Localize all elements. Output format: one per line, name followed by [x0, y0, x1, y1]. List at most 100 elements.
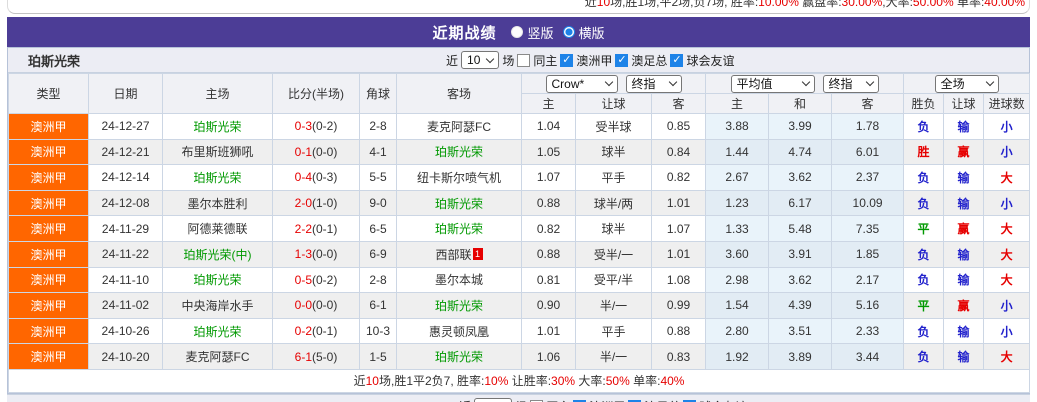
home-team-cell[interactable]: 珀斯光荣(中): [162, 240, 273, 268]
near-label: 近: [459, 398, 471, 402]
avg-draw-cell: 3.91: [768, 240, 833, 268]
summary-stat-segment: 10: [365, 374, 379, 389]
away-team-cell[interactable]: 珀斯光荣: [396, 138, 522, 166]
odds-home-cell: 0.82: [521, 215, 576, 242]
date-cell: 24-11-22: [88, 240, 163, 268]
same-home-checkbox[interactable]: [530, 400, 544, 402]
matches-count-select[interactable]: 10: [474, 397, 513, 402]
avg-away-cell: 10.09: [831, 189, 905, 217]
halftime-score: (0-0): [312, 144, 338, 159]
avg-draw-cell: 3.99: [768, 113, 833, 140]
home-team-cell[interactable]: 珀斯光荣: [162, 266, 273, 294]
away-team-cell[interactable]: 珀斯光荣: [396, 189, 522, 217]
vertical-radio-icon[interactable]: [511, 26, 524, 38]
home-team-cell[interactable]: 珀斯光荣: [162, 113, 273, 140]
home-team-cell[interactable]: 珀斯光荣: [162, 317, 273, 345]
odds-company-select[interactable]: Crow*: [545, 74, 618, 93]
col-header-corner: 角球: [359, 73, 397, 114]
league-type-cell: 澳洲甲: [8, 189, 89, 217]
avg-odds-header-cell: 平均值 终指: [705, 73, 905, 94]
layout-vertical-option[interactable]: 竖版: [511, 23, 554, 42]
fulltime-score: 2-2: [294, 221, 312, 236]
score-cell: 0-3(0-2): [272, 113, 360, 140]
league-label-1: 澳足总: [631, 53, 668, 68]
goals-result-cell: 小: [983, 317, 1031, 345]
away-team-cell[interactable]: 珀斯光荣: [396, 215, 522, 242]
odds-final-select-2[interactable]: 终指: [822, 74, 879, 93]
date-cell: 24-12-14: [88, 164, 163, 191]
away-team-cell[interactable]: 惠灵顿凤凰: [396, 317, 522, 345]
odds-away-cell: 0.83: [650, 343, 707, 370]
league-label-2: 球会友谊: [686, 53, 735, 68]
league-checkbox-2[interactable]: ✓: [683, 400, 697, 402]
result-cell: 胜: [903, 138, 945, 166]
odds-home-cell: 0.88: [521, 189, 576, 217]
league-checkbox-2[interactable]: ✓: [670, 53, 684, 67]
away-team-cell[interactable]: 西部联 1: [396, 240, 522, 268]
home-team-cell[interactable]: 中央海岸水手: [162, 292, 273, 319]
goals-result-cell: 小: [983, 113, 1031, 140]
corner-cell: 6-9: [359, 240, 397, 268]
handicap-line-cell: 平手: [575, 317, 652, 345]
top-stat-segment: 近: [584, 0, 597, 9]
home-team-cell[interactable]: 墨尔本胜利: [162, 189, 273, 217]
away-team-cell[interactable]: 珀斯光荣: [396, 343, 522, 370]
odds-final-select-1[interactable]: 终指: [625, 74, 682, 93]
corner-cell: 2-8: [359, 266, 397, 294]
league-checkbox-0[interactable]: ✓: [573, 400, 587, 402]
summary-stat-segment: 10%: [484, 374, 509, 389]
score-cell: 2-0(1-0): [272, 189, 360, 217]
same-home-checkbox[interactable]: [517, 53, 531, 67]
home-team-cell[interactable]: 珀斯光荣: [162, 164, 273, 191]
handicap-result-cell: 赢: [943, 138, 985, 166]
horizontal-radio-icon[interactable]: [562, 26, 575, 38]
team-results-panel: 珀斯光荣 近 10 场同主 ✓ 澳洲甲 ✓ 澳足总 ✓ 球会友谊 类型 日期 主场 比分(半场): [7, 47, 1031, 394]
league-checkbox-1[interactable]: ✓: [615, 53, 629, 67]
away-team-cell[interactable]: 纽卡斯尔喷气机: [396, 164, 522, 191]
handicap-result-cell: 输: [943, 113, 985, 140]
score-cell: 2-2(0-1): [272, 215, 360, 242]
match-row: 澳洲甲 24-11-10 珀斯光荣 0-5(0-2) 2-8 墨尔本城 0.81 受平/半 1.…: [8, 266, 1031, 294]
avg-home-cell: 2.98: [705, 266, 770, 294]
home-team-cell[interactable]: 阿德莱德联: [162, 215, 273, 242]
league-label-1: 澳足总: [644, 398, 680, 402]
layout-horizontal-option[interactable]: 横版: [562, 23, 605, 42]
away-team-cell[interactable]: 墨尔本城: [396, 266, 522, 294]
league-checkbox-1[interactable]: ✓: [628, 400, 642, 402]
sub-header-5: 客: [831, 93, 905, 114]
match-row: 澳洲甲 24-12-14 珀斯光荣 0-4(0-3) 5-5 纽卡斯尔喷气机 1.07 平手 0…: [8, 164, 1031, 191]
odds-company-header-cell: Crow* 终指: [520, 73, 707, 94]
avg-home-cell: 1.33: [705, 215, 770, 242]
away-team-cell[interactable]: 麦克阿瑟FC: [396, 113, 522, 140]
chevron-down-icon: [865, 77, 874, 87]
odds-home-cell: 1.06: [521, 343, 576, 370]
home-team-cell[interactable]: 麦克阿瑟FC: [162, 343, 273, 370]
avg-away-cell: 6.01: [831, 138, 905, 166]
sub-header-2: 客: [650, 93, 707, 114]
league-type-cell: 澳洲甲: [8, 240, 89, 268]
league-checkbox-0[interactable]: ✓: [560, 53, 574, 67]
score-cell: 0-2(0-1): [272, 317, 360, 345]
odds-away-cell: 0.82: [650, 164, 707, 191]
home-team-cell[interactable]: 布里斯班狮吼: [162, 138, 273, 166]
avg-away-cell: 1.85: [831, 240, 905, 268]
col-header-score: 比分(半场): [272, 73, 360, 114]
sub-header-0: 主: [521, 93, 576, 114]
sub-header-1: 让球: [575, 93, 652, 114]
handicap-line-cell: 球半: [575, 138, 652, 166]
handicap-result-cell: 输: [943, 343, 985, 370]
content-area: 近10场,胜1场,平2场,负7场, 胜率:10.00% 赢盘率:30.00%,大…: [7, 0, 1031, 402]
average-select[interactable]: 平均值: [730, 74, 815, 93]
horizontal-radio-label: 横版: [578, 25, 605, 41]
result-cell: 平: [903, 215, 945, 242]
summary-stat-segment: 近: [353, 374, 366, 389]
full-match-select[interactable]: 全场: [934, 74, 999, 93]
matches-count-select[interactable]: 10: [461, 51, 500, 69]
top-stats-text: 近10场,胜1场,平2场,负7场, 胜率:10.00% 赢盘率:30.00%,大…: [585, 0, 1025, 10]
away-team-cell[interactable]: 珀斯光荣: [396, 292, 522, 319]
same-home-label: 同主: [533, 53, 558, 68]
red-card-badge: 1: [472, 247, 483, 260]
date-cell: 24-12-21: [88, 138, 163, 166]
